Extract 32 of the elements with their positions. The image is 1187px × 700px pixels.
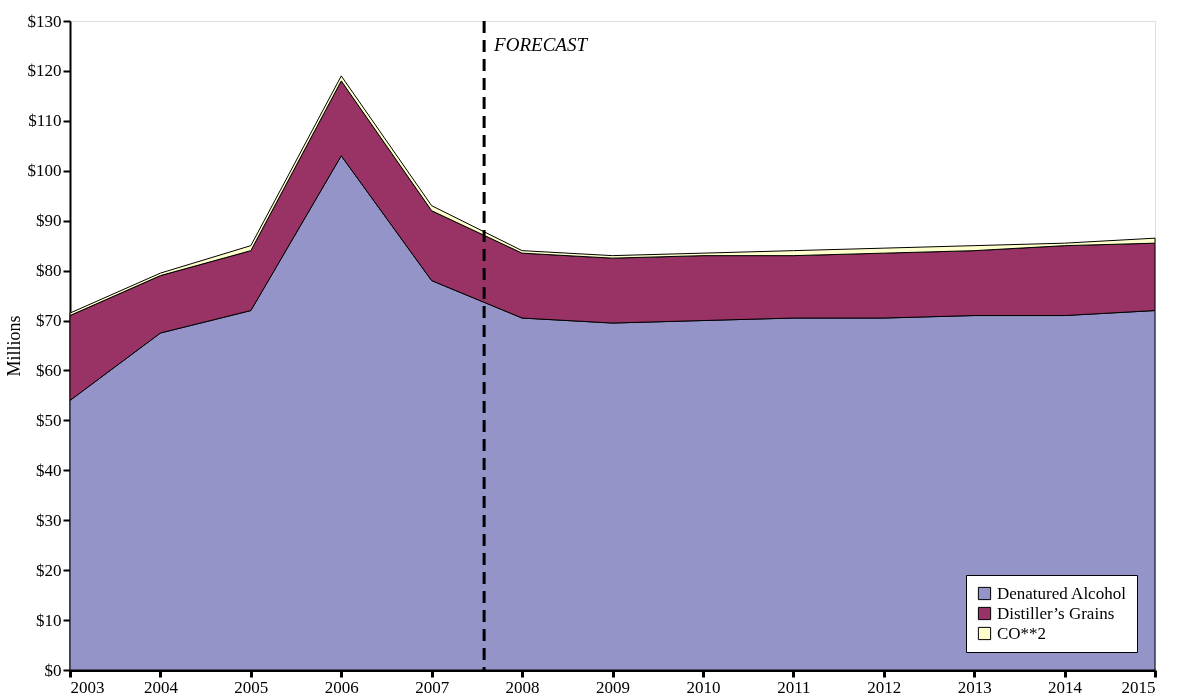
x-tick-label: 2007	[415, 677, 450, 697]
y-tick-label: $20	[36, 560, 62, 580]
y-tick-label: $50	[36, 410, 62, 430]
x-tick-label: 2012	[867, 677, 902, 697]
legend-label: Distiller’s Grains	[997, 603, 1115, 623]
y-tick-label: $70	[36, 311, 62, 331]
ref-line-label: FORECAST	[493, 34, 589, 55]
x-tick-label: 2011	[777, 677, 811, 697]
x-tick-label: 2004	[143, 677, 179, 697]
y-tick-label: $30	[36, 510, 62, 530]
x-tick-label: 2006	[324, 677, 359, 697]
y-tick-label: $0	[44, 660, 62, 680]
x-tick-label: 2009	[596, 677, 630, 697]
x-tick-label: 2013	[957, 677, 992, 697]
x-tick-label: 2003	[70, 677, 105, 697]
y-tick-label: $80	[36, 261, 62, 281]
y-axis-title: Millions	[3, 315, 24, 377]
x-tick-label: 2010	[686, 677, 721, 697]
y-tick-label: $130	[27, 11, 62, 31]
y-tick-label: $10	[36, 610, 62, 630]
x-tick-label: 2014	[1048, 677, 1083, 697]
legend-label: CO**2	[997, 623, 1047, 643]
x-tick-label: 2005	[234, 677, 269, 697]
y-tick-label: $90	[36, 211, 62, 231]
y-tick-label: $120	[27, 61, 62, 81]
legend-label: Denatured Alcohol	[997, 583, 1127, 603]
y-tick-label: $100	[27, 161, 62, 181]
y-tick-label: $40	[36, 460, 62, 480]
y-tick-label: $60	[36, 360, 62, 380]
y-tick-label: $110	[28, 111, 62, 131]
x-tick-label: 2008	[505, 677, 540, 697]
x-tick-label: 2015	[1121, 677, 1156, 697]
